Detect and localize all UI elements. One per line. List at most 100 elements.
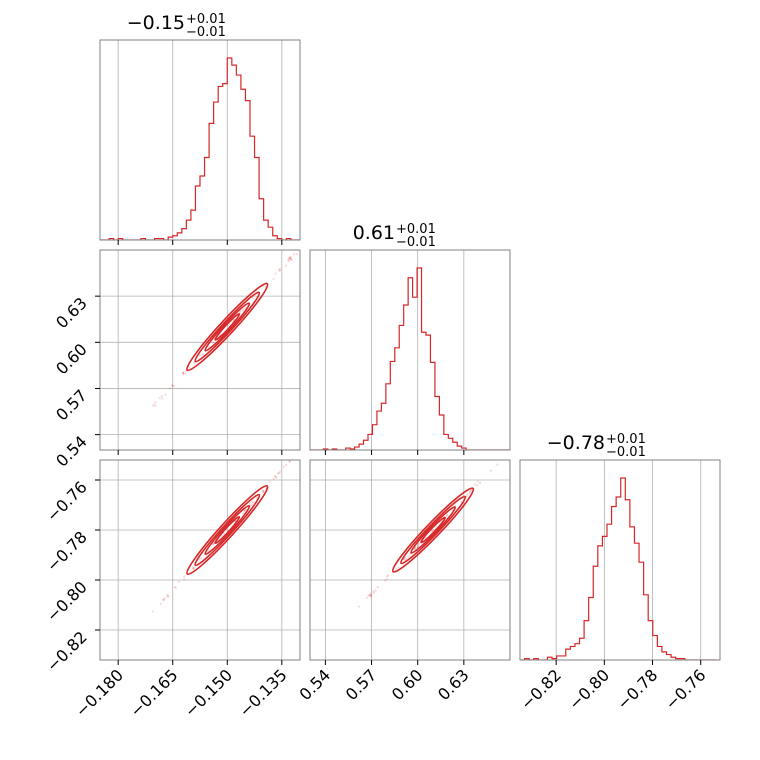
scatter-param1-param3-point-59 <box>250 503 253 507</box>
scatter-param1-param2-point-60 <box>160 394 163 398</box>
scatter-param1-param2-point-12 <box>289 258 293 261</box>
scatter-param1-param2-point-45 <box>154 401 157 404</box>
scatter-param1-param2-point-19 <box>182 371 185 375</box>
scatter-param2-param3-point-31 <box>376 585 379 589</box>
x-col2-label-2: −0.78 <box>613 665 661 713</box>
hist-param1 <box>99 39 301 245</box>
scatter-param1-param3-point-23 <box>278 472 281 475</box>
scatter-param1-param3-marks <box>151 446 304 613</box>
panels-layer <box>95 39 721 665</box>
scatter-param2-param3-point-10 <box>469 490 472 493</box>
axes-frame <box>309 249 511 451</box>
scatter-param2-param3-point-65 <box>502 455 504 457</box>
y-row1-label-1: 0.57 <box>52 386 91 425</box>
scatter-param1-param3-point-46 <box>151 610 154 613</box>
scatter-param1-param2-contour-2 <box>204 302 251 352</box>
y-row1-label-2: 0.60 <box>52 340 91 379</box>
x-col0-label-3: −0.135 <box>235 665 290 720</box>
scatter-param1-param3-point-62 <box>276 472 280 475</box>
hist-param3 <box>519 459 721 665</box>
scatter-param1-param2-point-33 <box>154 404 157 407</box>
scatter-param2-param3-point-21 <box>385 578 389 581</box>
x-col0-label-2: −0.150 <box>181 665 236 720</box>
scatter-param2-param3-point-3 <box>470 489 473 492</box>
hist-param2-title-minus: −0.01 <box>396 235 436 250</box>
scatter-param1-param3-contour-2 <box>204 504 251 556</box>
scatter-param2-param3-marks <box>357 455 504 608</box>
scatter-param1-param2-point-21 <box>182 371 185 374</box>
x-col2-label-1: −0.80 <box>565 665 613 713</box>
x-col1-label-2: 0.60 <box>388 665 427 704</box>
scatter-param1-param3-contour-0 <box>186 484 269 576</box>
scatter-param2-param3-point-42 <box>460 500 463 504</box>
x-col2-label-3: −0.76 <box>661 665 709 713</box>
hist-param3-title-plus: +0.01 <box>606 432 646 447</box>
scatter-param1-param2-point-44 <box>171 384 174 387</box>
scatter-param2-param3-point-55 <box>367 594 370 597</box>
scatter-param1-param2-point-41 <box>264 285 267 288</box>
hist-param3-step-line <box>520 477 717 660</box>
labels-layer: −0.15 +0.01−0.010.61 +0.01−0.01−0.78 +0.01−… <box>43 12 710 721</box>
scatter-param1-param3-point-13 <box>302 446 304 448</box>
scatter-param2-param3-point-30 <box>476 480 480 483</box>
scatter-param1-param2-contour-1 <box>194 291 261 363</box>
scatter-param1-param2-contour-0 <box>186 282 269 372</box>
scatter-param2-param3-point-51 <box>369 594 372 597</box>
scatter-param1-param2-point-20 <box>251 297 254 300</box>
scatter-param1-param2-point-53 <box>288 257 292 260</box>
scatter-param2-param3-point-20 <box>386 574 390 577</box>
scatter-param2-param3-point-60 <box>417 542 421 546</box>
scatter-param1-param2-point-36 <box>295 252 298 255</box>
scatter-param1-param2-point-11 <box>290 258 293 261</box>
scatter-param1-param3-point-24 <box>262 490 265 493</box>
x-col1-label-1: 0.57 <box>342 665 381 704</box>
scatter-param1-param3-point-18 <box>200 557 203 560</box>
scatter-param2-param3 <box>309 455 511 665</box>
scatter-param1-param3-point-51 <box>243 509 246 512</box>
scatter-param1-param3-point-57 <box>274 475 277 478</box>
scatter-param1-param3-contour-3 <box>214 515 241 545</box>
scatter-param1-param2-point-17 <box>198 354 201 357</box>
scatter-param1-param3-point-69 <box>268 480 272 483</box>
hist-param2-step-line <box>310 267 510 450</box>
scatter-param1-param3-point-33 <box>167 595 170 598</box>
scatter-param2-param3-point-18 <box>369 595 372 598</box>
scatter-param1-param2-point-63 <box>289 257 292 260</box>
scatter-param1-param3-point-12 <box>183 575 186 578</box>
scatter-param1-param2-point-35 <box>192 361 196 364</box>
scatter-param2-param3-point-52 <box>384 579 387 582</box>
scatter-param1-param2-point-9 <box>187 366 190 369</box>
scatter-param1-param3-point-15 <box>192 567 195 570</box>
scatter-param1-param3-point-50 <box>162 598 165 602</box>
hist-param1-step-line <box>100 57 300 240</box>
scatter-param2-param3-point-29 <box>496 463 499 466</box>
x-col2-label-0: −0.82 <box>517 665 565 713</box>
y-row2-label-3: −0.76 <box>43 477 91 525</box>
scatter-param1-param3-point-38 <box>261 489 264 492</box>
scatter-param1-param2-point-51 <box>171 384 174 387</box>
scatter-param2-param3-point-43 <box>476 484 479 487</box>
y-row1-label-0: 0.54 <box>52 432 91 471</box>
scatter-param1-param3-point-43 <box>207 549 210 552</box>
axes-frame <box>309 459 511 661</box>
scatter-param1-param3-point-37 <box>163 597 166 600</box>
y-row2-label-2: −0.78 <box>43 527 91 575</box>
scatter-param1-param3-point-8 <box>191 567 195 570</box>
scatter-param2-param3-point-50 <box>397 566 400 569</box>
scatter-param1-param3-point-63 <box>249 502 252 505</box>
scatter-param1-param2-point-22 <box>161 397 164 400</box>
scatter-param1-param3-contour-1 <box>194 493 261 567</box>
hist-param1-title-value: −0.15 <box>127 12 185 34</box>
hist-param3-title-minus: −0.01 <box>606 445 646 460</box>
y-row1-label-3: 0.63 <box>52 294 91 333</box>
scatter-param1-param2-point-29 <box>200 353 203 357</box>
scatter-param2-param3-point-59 <box>413 547 417 550</box>
scatter-param1-param3-point-48 <box>251 501 254 504</box>
x-col0-label-1: −0.165 <box>126 665 181 720</box>
y-row2-label-0: −0.82 <box>43 627 91 675</box>
scatter-param1-param3-point-52 <box>288 460 291 463</box>
scatter-param2-param3-contour-2 <box>410 506 457 554</box>
scatter-param1-param2-point-10 <box>286 259 290 262</box>
scatter-param1-param2-point-27 <box>272 277 275 281</box>
scatter-param1-param3-point-10 <box>275 476 278 479</box>
